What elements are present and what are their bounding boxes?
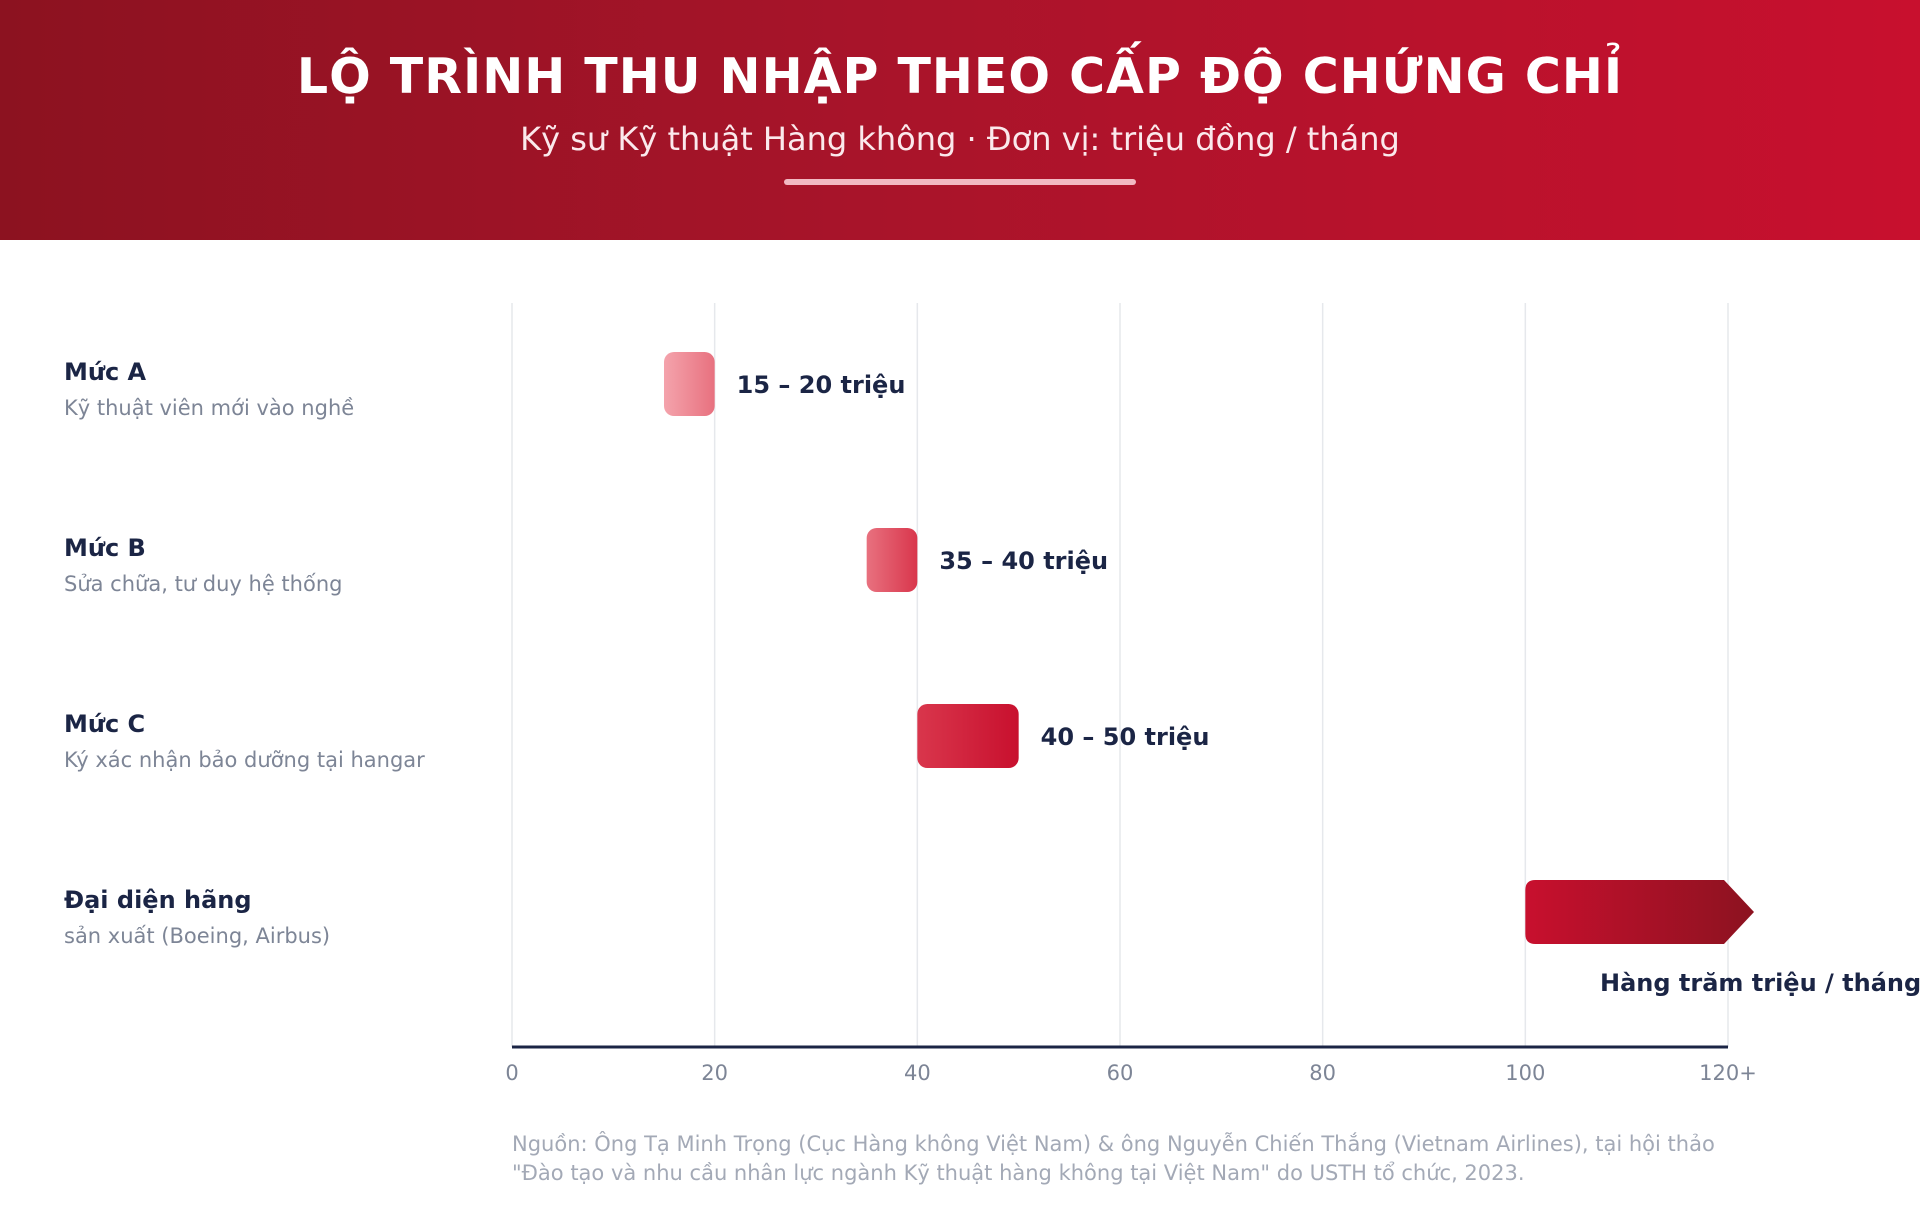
x-tick-label: 0	[505, 1061, 518, 1085]
source-line: Nguồn: Ông Tạ Minh Trọng (Cục Hàng không…	[512, 1132, 1715, 1156]
row-label-c: Mức C Ký xác nhận bảo dưỡng tại hangar	[64, 710, 425, 772]
value-label: 40 – 50 triệu	[1041, 723, 1210, 751]
x-tick-label: 20	[701, 1061, 728, 1085]
chart-title: LỘ TRÌNH THU NHẬP THEO CẤP ĐỘ CHỨNG CHỈ	[296, 48, 1624, 105]
range-bar-arrow	[1525, 880, 1754, 944]
row-desc: Ký xác nhận bảo dưỡng tại hangar	[64, 748, 425, 772]
x-tick-label: 40	[904, 1061, 931, 1085]
row-name: Mức A	[64, 358, 147, 386]
x-tick-label: 80	[1309, 1061, 1336, 1085]
value-label: Hàng trăm triệu / tháng	[1600, 969, 1920, 997]
x-tick-label: 120+	[1699, 1061, 1757, 1085]
value-label: 35 – 40 triệu	[939, 547, 1108, 575]
range-bar	[664, 352, 715, 416]
row-label-b: Mức B Sửa chữa, tư duy hệ thống	[64, 534, 342, 596]
header-divider	[784, 179, 1136, 185]
row-desc: Kỹ thuật viên mới vào nghề	[64, 396, 355, 420]
row-name: Mức C	[64, 710, 146, 738]
row-desc: sản xuất (Boeing, Airbus)	[64, 924, 331, 948]
chart-subtitle: Kỹ sư Kỹ thuật Hàng không · Đơn vị: triệ…	[520, 120, 1400, 158]
row-name: Đại diện hãng	[64, 886, 252, 914]
value-label: 15 – 20 triệu	[737, 371, 906, 399]
x-tick-label: 60	[1107, 1061, 1134, 1085]
x-tick-label: 100	[1505, 1061, 1545, 1085]
row-label-a: Mức A Kỹ thuật viên mới vào nghề	[64, 358, 354, 420]
range-bar	[917, 704, 1019, 768]
row-desc: Sửa chữa, tư duy hệ thống	[64, 572, 343, 596]
header-banner: LỘ TRÌNH THU NHẬP THEO CẤP ĐỘ CHỨNG CHỈ …	[0, 0, 1920, 240]
row-label-d: Đại diện hãng sản xuất (Boeing, Airbus)	[64, 886, 330, 948]
row-name: Mức B	[64, 534, 146, 562]
range-bar	[866, 528, 918, 592]
source-line: "Đào tạo và nhu cầu nhân lực ngành Kỹ th…	[512, 1161, 1525, 1185]
source-note: Nguồn: Ông Tạ Minh Trọng (Cục Hàng không…	[512, 1130, 1812, 1188]
